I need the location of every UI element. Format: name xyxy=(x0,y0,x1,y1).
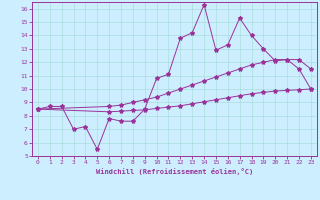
X-axis label: Windchill (Refroidissement éolien,°C): Windchill (Refroidissement éolien,°C) xyxy=(96,168,253,175)
